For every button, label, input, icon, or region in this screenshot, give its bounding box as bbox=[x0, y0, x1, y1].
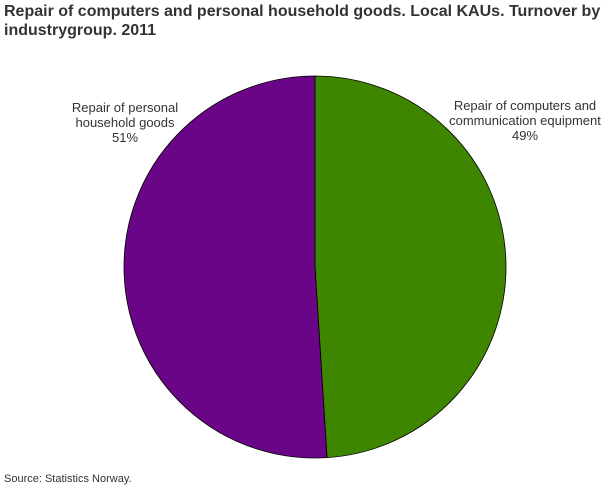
value-label: 51% bbox=[111, 130, 139, 145]
pie-slice bbox=[123, 75, 328, 459]
source-note: Source: Statistics Norway. bbox=[4, 473, 132, 485]
value-label: 49% bbox=[511, 128, 539, 143]
slice-label: Repair of computers and communication eq… bbox=[440, 98, 610, 143]
category-label: Repair of computers and communication eq… bbox=[449, 98, 601, 128]
category-label: Repair of personal household goods bbox=[71, 100, 179, 130]
pie-slice bbox=[314, 75, 507, 459]
chart-title: Repair of computers and personal househo… bbox=[4, 3, 601, 39]
slice-label: Repair of personal household goods 51% bbox=[60, 100, 190, 145]
